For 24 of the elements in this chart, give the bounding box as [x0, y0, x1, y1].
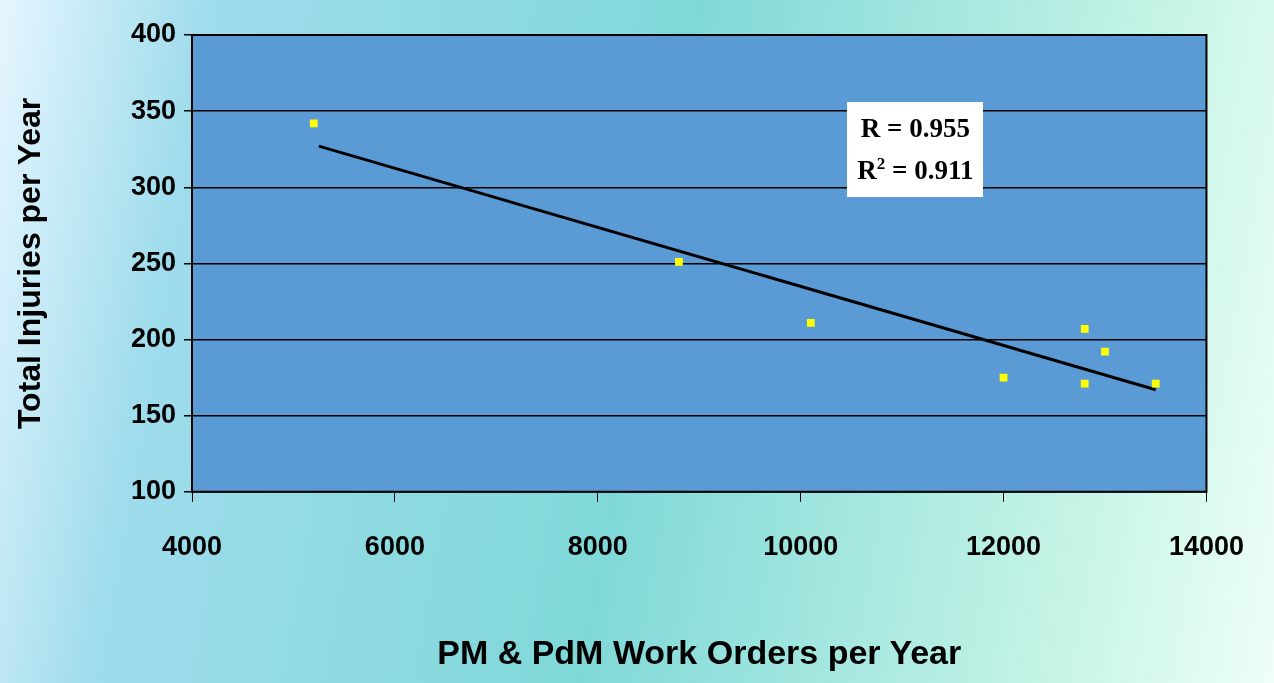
y-tick-label: 200 [130, 322, 176, 353]
y-tick-label: 300 [130, 170, 176, 201]
point [309, 119, 318, 128]
point [675, 257, 683, 266]
x-tick-label: 6000 [364, 531, 425, 562]
y-tick-label: 150 [130, 399, 176, 430]
y-tick-label: 100 [130, 475, 176, 506]
x-axis-title: PM & PdM Work Orders per Year [437, 632, 962, 671]
point [1151, 379, 1160, 388]
point [806, 318, 815, 327]
x-tick-label: 8000 [567, 531, 628, 562]
x-tick-label: 10000 [763, 531, 839, 562]
x-tick-label: 14000 [1168, 531, 1245, 562]
annotation: R$^{2}$ = 0.911 [857, 152, 974, 187]
y-tick-label: 400 [130, 18, 176, 49]
point [1080, 324, 1089, 333]
y-axis-title: Total Injuries per Year [11, 97, 48, 430]
x-tick-label: 4000 [161, 531, 223, 562]
x-tick-label: 12000 [966, 531, 1042, 562]
annotation: R = 0.955 [859, 111, 971, 145]
point [1101, 347, 1109, 356]
y-tick-label: 250 [130, 246, 176, 277]
y-tick-label: 350 [130, 94, 176, 125]
point [1080, 379, 1089, 388]
